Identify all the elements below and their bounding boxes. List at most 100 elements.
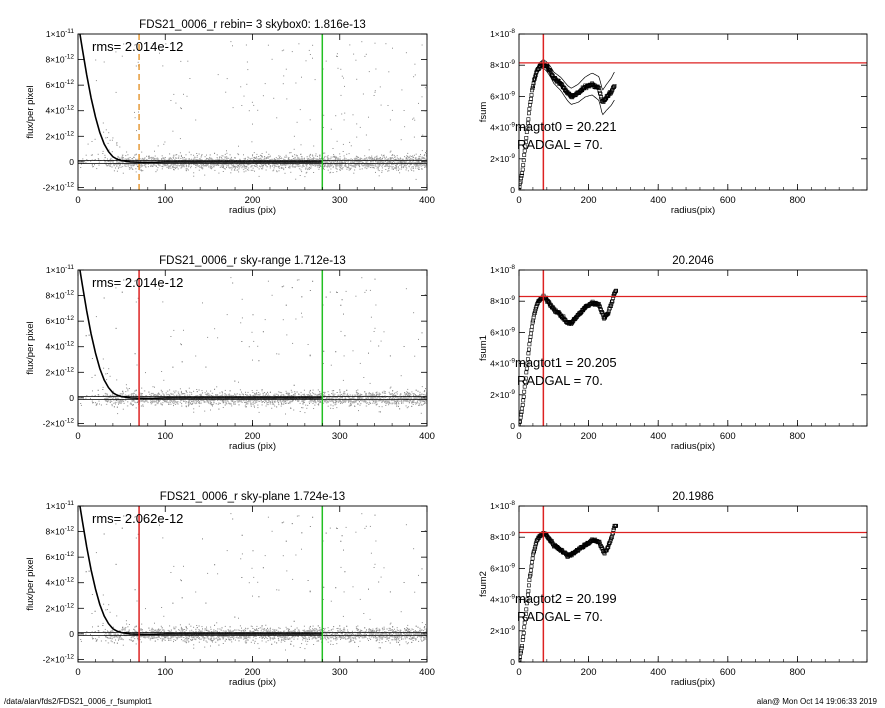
pixel-point [202,392,203,394]
pixel-point [127,395,129,397]
pixel-point [196,162,198,164]
pixel-point [159,288,160,290]
pixel-point [368,149,370,151]
pixel-point [313,158,314,160]
band-point [137,158,139,160]
pixel-point [382,400,384,402]
pixel-point [126,387,128,389]
band-point [336,165,338,167]
pixel-point [226,152,228,154]
band-point [291,160,294,162]
pixel-point [274,405,276,407]
pixel-point [128,394,130,396]
band-point [413,397,416,399]
band-point [217,403,220,405]
band-point [409,162,412,164]
band-point [122,158,124,160]
pixel-point [162,157,164,159]
pixel-point [135,153,137,155]
band-point [291,164,294,166]
pixel-point [319,394,321,395]
pixel-point [390,394,392,396]
pixel-point [267,280,269,282]
band-point [220,395,222,397]
band-point [169,399,171,401]
pixel-point [266,402,268,403]
pixel-point [377,161,379,163]
pixel-point [418,396,420,398]
band-point [395,163,398,165]
pixel-point [346,153,348,155]
pixel-point [295,178,297,180]
pixel-point [286,392,288,394]
pixel-point [291,155,293,157]
pixel-point [197,164,199,166]
pixel-point [375,68,377,70]
pixel-point [373,167,375,169]
pixel-point [336,140,338,142]
pixel-point [297,163,298,165]
band-point [260,396,263,398]
pixel-point [154,386,155,388]
band-point [318,163,320,165]
pixel-point [132,168,134,170]
pixel-point [299,162,301,164]
pixel-point [289,401,291,403]
pixel-point [426,164,427,166]
x-tick-label: 200 [581,195,597,206]
pixel-point [394,403,396,405]
pixel-point [182,157,183,159]
band-point [348,159,350,161]
pixel-point [248,346,250,348]
pixel-point [157,394,159,396]
pixel-point [221,166,223,168]
pixel-point [424,154,426,156]
band-point [141,165,143,167]
pixel-point [212,399,214,401]
band-point [370,396,372,398]
pixel-point [420,412,422,414]
pixel-point [276,353,278,355]
band-point [183,166,185,168]
pixel-point [364,391,366,393]
pixel-point [333,154,335,156]
pixel-point [341,113,343,115]
pixel-point [139,393,141,395]
pixel-point [323,166,325,168]
pixel-point [393,168,394,170]
pixel-point [295,318,297,320]
pixel-point [135,394,137,396]
pixel-point [313,145,315,147]
pixel-point [330,407,332,409]
band-point [108,164,110,166]
band-point [119,161,121,163]
pixel-point [394,395,396,397]
pixel-point [246,61,248,63]
pixel-point [224,158,226,160]
band-point [378,162,380,164]
pixel-point [405,169,407,171]
band-point [278,165,280,167]
pixel-point [359,404,361,406]
pixel-point [375,404,377,406]
pixel-point [298,164,299,166]
band-point [300,158,302,160]
pixel-point [307,159,309,160]
pixel-point [416,400,418,402]
band-point [144,163,146,165]
pixel-point [218,158,220,160]
pixel-point [273,164,275,166]
pixel-point [210,409,211,411]
band-point [372,402,374,404]
pixel-point [393,167,395,169]
pixel-point [161,160,163,162]
pixel-point [95,316,97,318]
pixel-point [162,301,164,303]
pixel-point [185,154,187,156]
pixel-point [339,156,341,158]
pixel-point [361,394,363,396]
pixel-point [411,161,413,163]
pixel-point [82,158,84,160]
pixel-point [332,396,334,398]
band-point [121,154,124,156]
